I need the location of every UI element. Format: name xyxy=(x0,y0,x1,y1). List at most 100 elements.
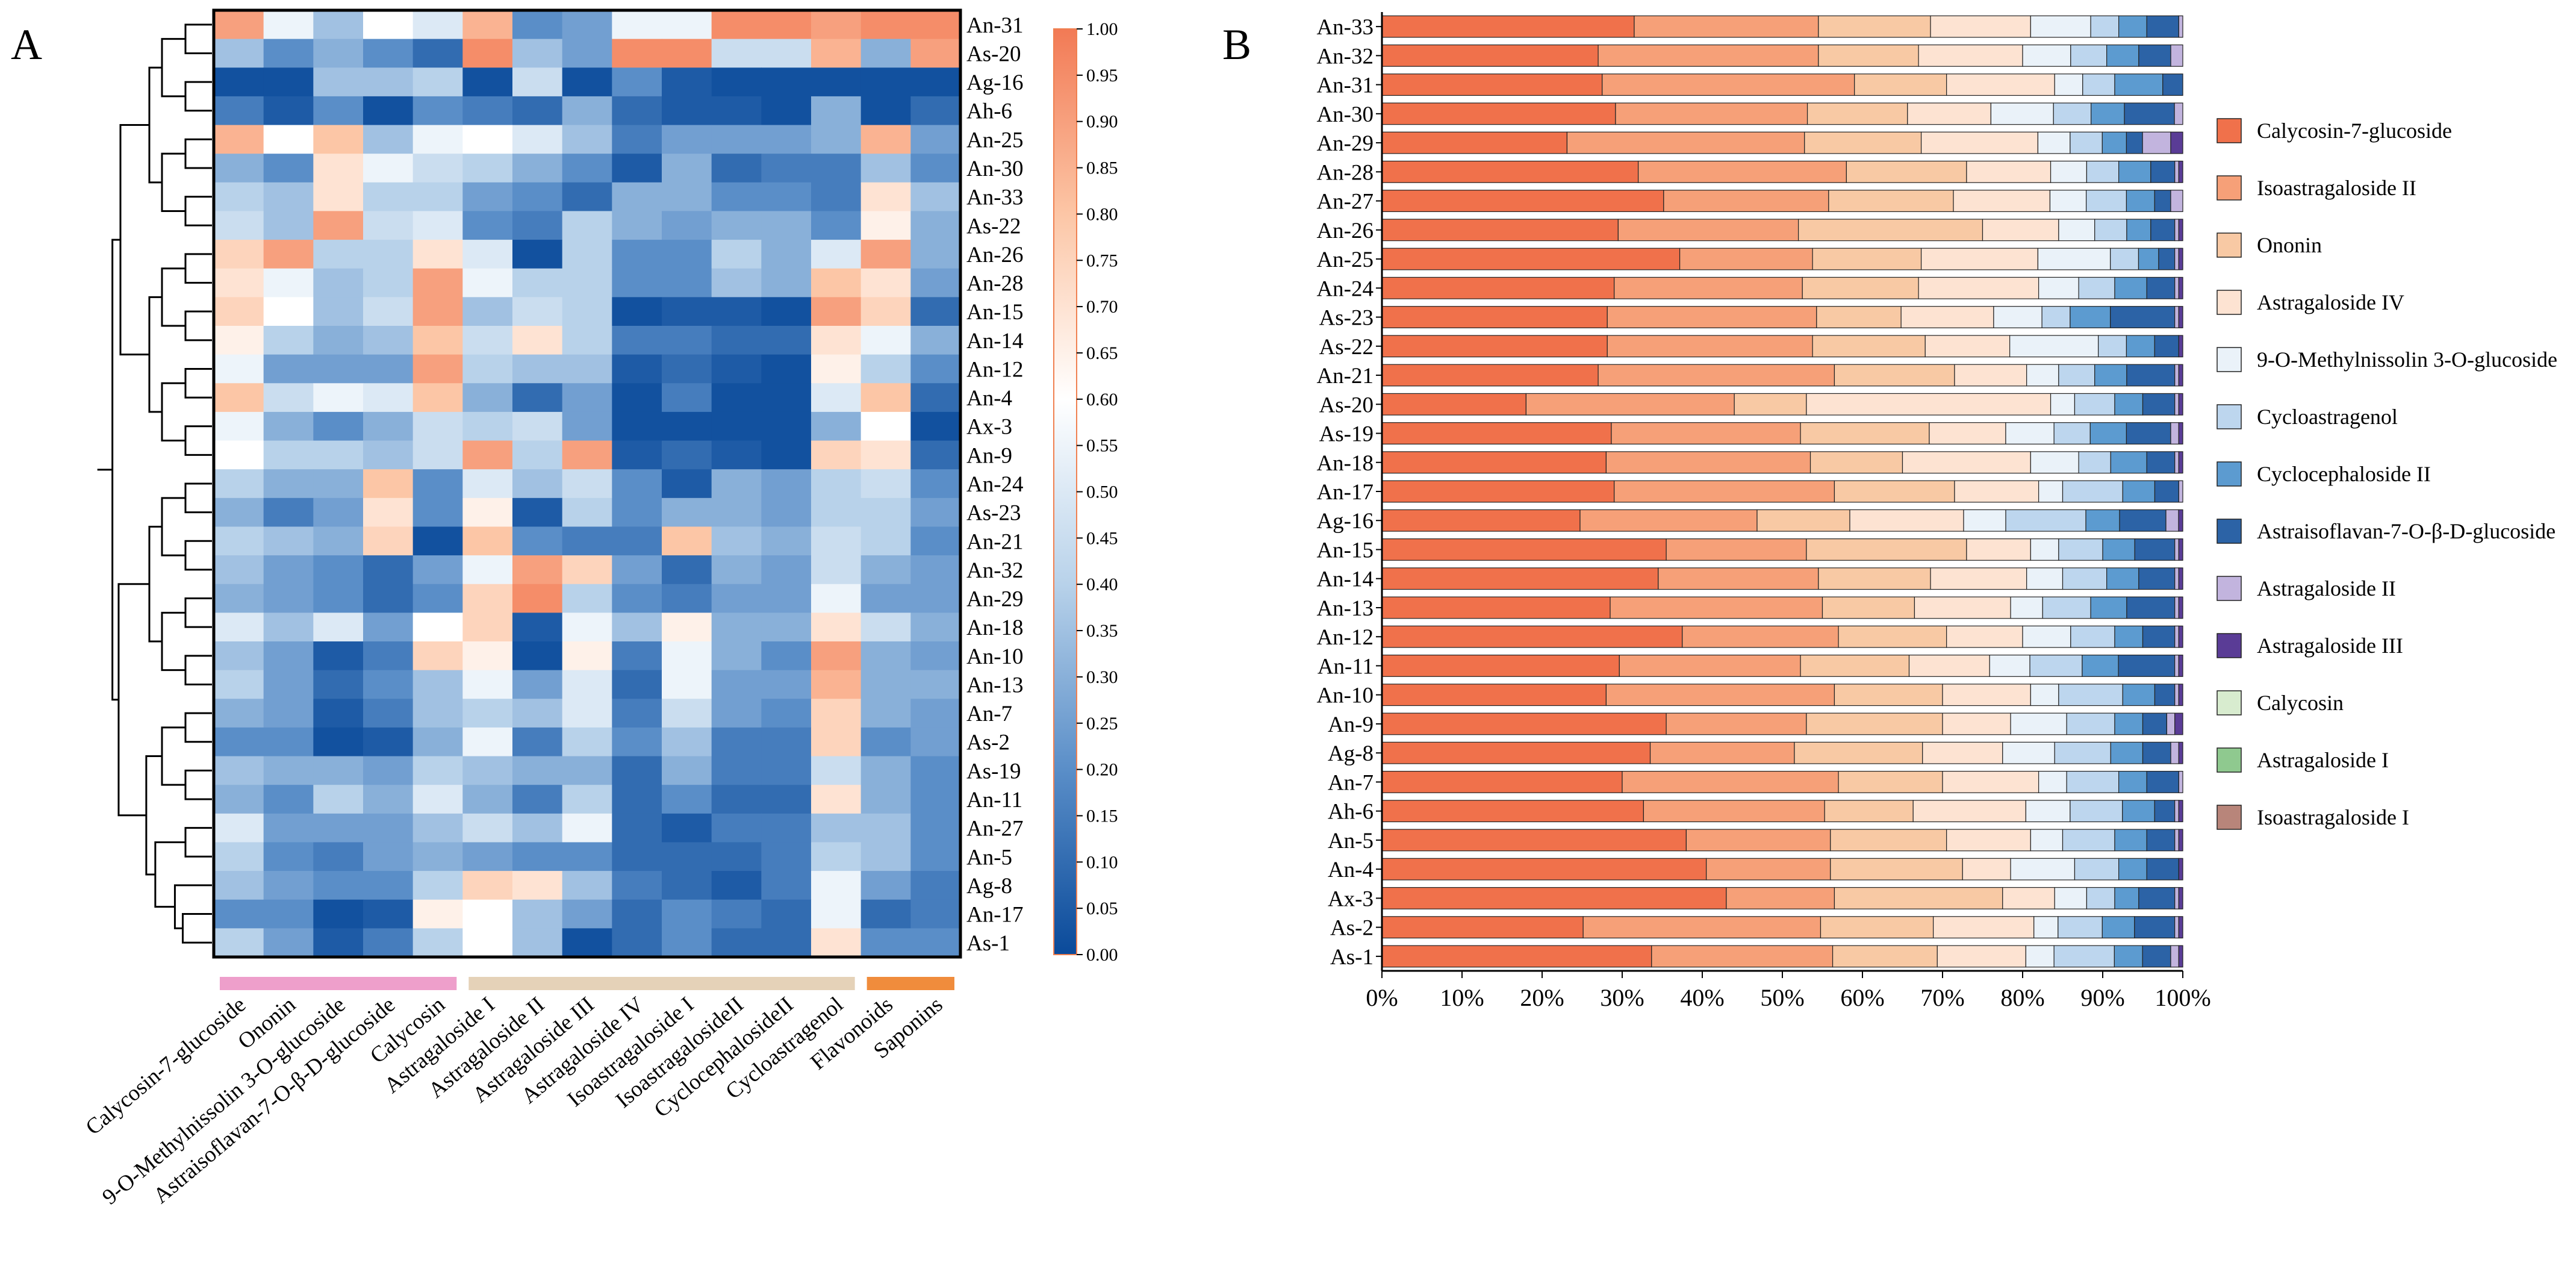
heatmap-cell xyxy=(214,469,264,499)
heatmap-cell xyxy=(313,785,364,814)
bar-segment xyxy=(2178,800,2183,823)
bar-segment xyxy=(1818,15,1931,38)
bar-segment xyxy=(2178,945,2183,968)
bar-segment xyxy=(1942,712,2011,735)
heatmap-cell xyxy=(214,842,264,871)
heatmap-cell xyxy=(512,756,563,785)
bar-segment xyxy=(1381,567,1659,590)
x-tick-label: 90% xyxy=(2080,984,2124,1011)
y-tick-label: An-12 xyxy=(1316,625,1374,650)
bar-segment xyxy=(1381,655,1620,677)
bar-segment xyxy=(2174,596,2179,619)
heatmap-cell xyxy=(462,211,513,240)
heatmap-cell xyxy=(263,555,314,585)
heatmap-cell xyxy=(263,354,314,384)
legend-label: Calycosin xyxy=(2257,691,2344,715)
bar-segment xyxy=(2174,800,2179,823)
heatmap-cell xyxy=(761,526,812,556)
heatmap-cell xyxy=(761,10,812,40)
heatmap-cell xyxy=(562,785,612,814)
bar-segment xyxy=(1622,770,1839,793)
heatmap-cell xyxy=(512,699,563,728)
heatmap-cell xyxy=(711,10,762,40)
heatmap-cell xyxy=(761,699,812,728)
heatmap-cell xyxy=(761,899,812,929)
bar-segment xyxy=(2138,567,2176,590)
row-label: An-27 xyxy=(966,817,1024,841)
bar-segment xyxy=(1602,73,1855,96)
bar-segment xyxy=(1381,945,1652,968)
heatmap-cell xyxy=(662,354,712,384)
legend-swatch xyxy=(2217,404,2242,429)
heatmap-cell xyxy=(860,555,911,585)
legend-swatch xyxy=(2217,805,2242,830)
heatmap-cell xyxy=(860,10,911,40)
heatmap-cell xyxy=(214,240,264,269)
heatmap-cell xyxy=(263,326,314,355)
heatmap-cell xyxy=(910,440,961,470)
heatmap-cell xyxy=(761,555,812,585)
colorbar-tick-label: 0.50 xyxy=(1086,482,1118,502)
bar-segment xyxy=(2058,916,2103,939)
heatmap-cell xyxy=(412,928,463,958)
heatmap-cell xyxy=(263,10,314,40)
dendrogram-branch xyxy=(161,38,185,98)
heatmap-cell xyxy=(711,411,762,441)
colorbar-tick-label: 0.40 xyxy=(1086,575,1118,594)
bar-segment xyxy=(2178,393,2183,416)
heatmap-cell xyxy=(412,211,463,240)
heatmap-cell xyxy=(910,469,961,499)
heatmap-cell xyxy=(214,125,264,154)
heatmap-cell xyxy=(512,383,563,413)
heatmap-cell xyxy=(412,641,463,671)
heatmap-cell xyxy=(263,670,314,699)
colorbar-tick-label: 0.30 xyxy=(1086,667,1118,687)
bar-segment xyxy=(2178,684,2183,706)
heatmap-cell xyxy=(363,211,414,240)
y-tick-label: An-14 xyxy=(1316,567,1374,592)
bar-segment xyxy=(2154,800,2176,823)
heatmap-cell xyxy=(512,354,563,384)
dendrogram-branch xyxy=(182,913,212,944)
x-tick-label: 30% xyxy=(1600,984,1644,1011)
bar-segment xyxy=(2114,887,2139,909)
dendrogram-branch xyxy=(161,267,185,327)
heatmap-cell xyxy=(214,641,264,671)
heatmap-cell xyxy=(313,383,364,413)
bar-segment xyxy=(2122,684,2156,706)
legend-label: Astragaloside I xyxy=(2257,748,2389,772)
bar-segment xyxy=(2174,684,2179,706)
heatmap-cell xyxy=(512,39,563,68)
heatmap-cell xyxy=(612,154,662,183)
row-label: An-9 xyxy=(966,443,1012,468)
legend-swatch xyxy=(2217,175,2242,201)
bar-segment xyxy=(2178,160,2183,183)
bar-segment xyxy=(2094,219,2127,242)
heatmap-cell xyxy=(761,154,812,183)
bar-segment xyxy=(2174,102,2183,125)
bar-segment xyxy=(2150,219,2176,242)
heatmap-cell xyxy=(462,871,513,900)
heatmap-cell xyxy=(512,96,563,126)
bar-segment xyxy=(2041,306,2071,328)
bar-segment xyxy=(1849,509,1964,532)
bar-segment xyxy=(2138,248,2159,270)
bar-segment xyxy=(2122,480,2156,503)
heatmap-cell xyxy=(214,182,264,212)
bar-segment xyxy=(2054,741,2111,764)
heatmap-cell xyxy=(811,154,862,183)
dendrogram-branch xyxy=(184,196,212,226)
heatmap-cell xyxy=(860,469,911,499)
heatmap-cell xyxy=(263,268,314,298)
bar-segment xyxy=(2062,480,2123,503)
heatmap-cell xyxy=(512,268,563,298)
bar-segment xyxy=(1381,248,1681,270)
bar-segment xyxy=(2102,131,2127,154)
heatmap-cell xyxy=(662,555,712,585)
bar-segment xyxy=(1610,596,1823,619)
heatmap-cell xyxy=(512,240,563,269)
y-tick-label: An-4 xyxy=(1328,858,1374,882)
heatmap-cell xyxy=(412,125,463,154)
heatmap-cell xyxy=(214,526,264,556)
bar-segment xyxy=(1381,509,1581,532)
